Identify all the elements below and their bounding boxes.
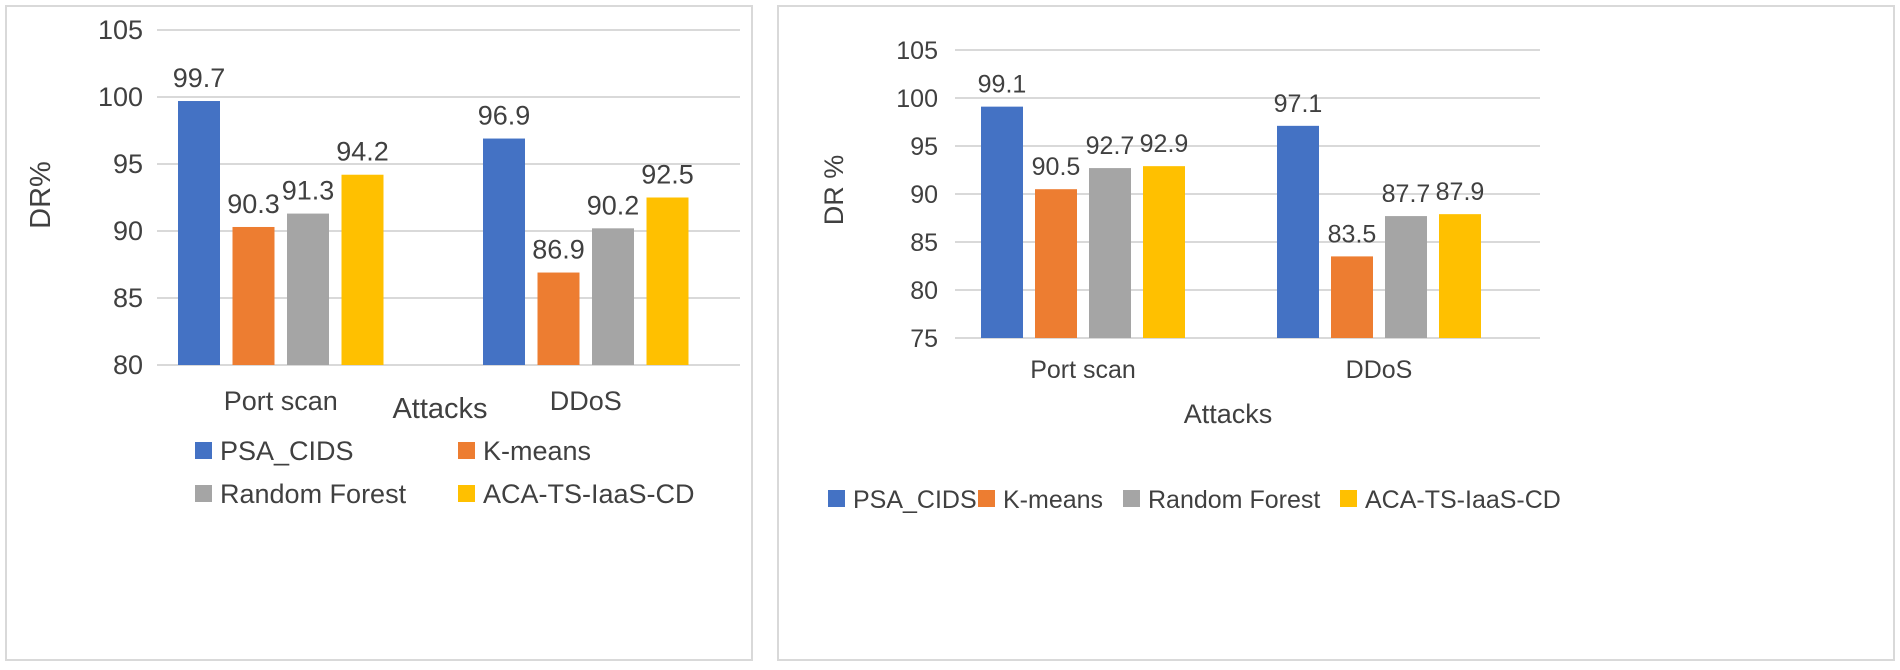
data-label: 99.7	[173, 63, 226, 93]
legend-label: K-means	[1003, 486, 1103, 514]
y-tick-label: 85	[910, 229, 938, 257]
data-label: 90.5	[1032, 153, 1081, 181]
bar-random-forest	[1089, 168, 1131, 338]
data-label: 90.3	[227, 189, 280, 219]
legend-label: K-means	[483, 436, 591, 466]
bar-aca-ts-iaas-cd	[1143, 166, 1185, 338]
legend-swatch	[458, 442, 475, 459]
x-category-label: DDoS	[1346, 356, 1413, 384]
bar-psa-cids	[178, 101, 220, 366]
x-category-label: Port scan	[224, 386, 338, 416]
y-tick-label: 90	[113, 216, 143, 246]
data-label: 83.5	[1328, 220, 1377, 248]
bar-k-means	[1331, 256, 1373, 338]
y-tick-label: 75	[910, 325, 938, 353]
y-tick-label: 80	[113, 350, 143, 380]
legend-swatch	[1123, 490, 1140, 507]
bar-aca-ts-iaas-cd	[341, 174, 384, 365]
bar-k-means	[1035, 189, 1077, 338]
data-label: 92.7	[1086, 132, 1135, 160]
legend-swatch	[978, 490, 995, 507]
legend-swatch	[195, 442, 212, 459]
bar-k-means	[232, 226, 275, 365]
y-tick-label: 95	[113, 149, 143, 179]
bar-psa-cids	[981, 106, 1023, 338]
data-label: 87.9	[1436, 178, 1485, 206]
bar-random-forest	[592, 228, 634, 365]
y-tick-label: 100	[896, 85, 938, 113]
legend-swatch	[195, 485, 212, 502]
data-label: 94.2	[336, 137, 389, 167]
legend-label: PSA_CIDS	[853, 486, 977, 514]
data-label: 92.5	[641, 160, 694, 190]
y-tick-label: 90	[910, 181, 938, 209]
bar-k-means	[537, 272, 580, 365]
y-tick-label: 95	[910, 133, 938, 161]
data-label: 90.2	[587, 190, 640, 220]
y-tick-label: 80	[910, 277, 938, 305]
legend-label: Random Forest	[220, 479, 407, 509]
legend-label: ACA-TS-IaaS-CD	[1365, 486, 1561, 514]
y-axis-title: DR %	[819, 155, 849, 226]
chart-1: 80 85 90 95 100 105 99.7 96.9 90.3 86.9 91.3 90.2 94…	[25, 15, 740, 509]
legend-swatch	[458, 485, 475, 502]
x-category-label: Port scan	[1030, 356, 1136, 384]
data-label: 91.3	[282, 176, 335, 206]
data-label: 99.1	[978, 71, 1027, 99]
legend-label: Random Forest	[1148, 486, 1320, 514]
bar-aca-ts-iaas-cd	[646, 197, 689, 365]
legend-swatch	[1340, 490, 1357, 507]
bar-psa-cids	[1277, 125, 1319, 338]
data-label: 97.1	[1274, 90, 1323, 118]
bar-psa-cids	[483, 138, 525, 365]
y-tick-label: 85	[113, 283, 143, 313]
legend-label: ACA-TS-IaaS-CD	[483, 479, 695, 509]
bar-random-forest	[287, 213, 329, 365]
bar-random-forest	[1385, 216, 1427, 338]
data-label: 87.7	[1382, 180, 1431, 208]
data-label: 86.9	[532, 235, 585, 265]
bar-aca-ts-iaas-cd	[1439, 214, 1481, 338]
y-tick-label: 105	[896, 37, 938, 65]
legend-swatch	[828, 490, 845, 507]
chart-2: 75 80 85 90 95 100 105 99.1 97.1 90.5 83.5 92.7 87.7…	[819, 37, 1561, 514]
legend-label: PSA_CIDS	[220, 436, 354, 466]
x-axis-title: Attacks	[392, 393, 487, 425]
x-category-label: DDoS	[550, 386, 622, 416]
y-tick-label: 100	[98, 82, 143, 112]
y-tick-label: 105	[98, 15, 143, 45]
data-label: 92.9	[1140, 130, 1189, 158]
x-axis-title: Attacks	[1184, 399, 1273, 429]
data-label: 96.9	[478, 101, 531, 131]
y-axis-title: DR%	[25, 161, 57, 229]
